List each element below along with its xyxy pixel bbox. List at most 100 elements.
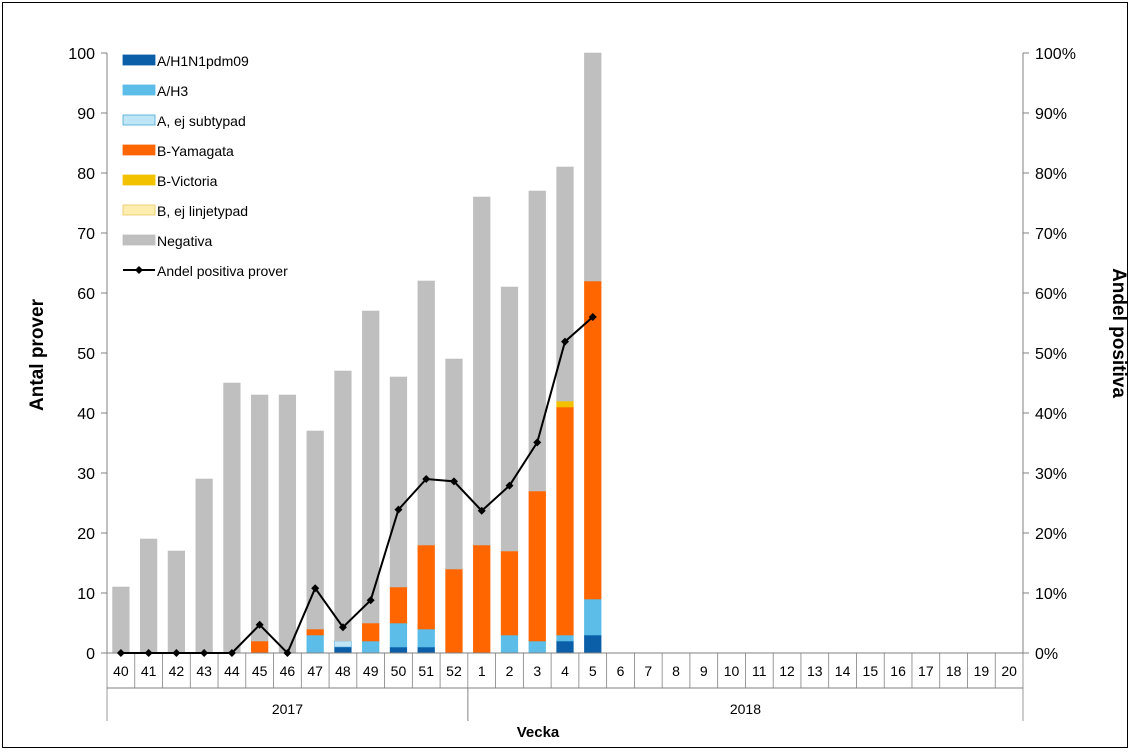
line-point <box>366 596 375 605</box>
line-point <box>561 337 569 346</box>
bar-segment <box>445 358 463 570</box>
bar-segment <box>278 394 297 654</box>
line-point <box>505 481 514 490</box>
legend-label: B, ej linjetypad <box>157 203 248 219</box>
bar-segment <box>140 538 158 654</box>
bar-segment <box>556 640 574 654</box>
bar-segment <box>473 196 491 546</box>
y-tick-label: 90 <box>77 106 95 123</box>
legend-swatch <box>122 234 156 246</box>
x-tick-label: 19 <box>974 663 990 679</box>
x-tick-label: 10 <box>724 663 740 679</box>
x-tick-label: 7 <box>644 663 652 679</box>
x-tick-label: 17 <box>918 663 934 679</box>
positive-share-line <box>116 313 597 657</box>
line-point <box>477 506 486 515</box>
bar-segment <box>556 400 574 408</box>
bar-segment <box>584 280 602 600</box>
line-path <box>120 316 594 655</box>
y-right-tick-label: 50% <box>1035 346 1067 363</box>
x-tick-label: 46 <box>280 663 296 679</box>
x-tick-label: 49 <box>363 663 379 679</box>
x-tick-label: 48 <box>335 663 351 679</box>
y-tick-label: 60 <box>77 286 95 303</box>
legend-swatch <box>122 204 156 216</box>
x-tick-label: 15 <box>863 663 879 679</box>
legend-label: B-Yamagata <box>157 143 234 159</box>
x-tick-label: 43 <box>196 663 212 679</box>
bar-segment <box>223 382 241 654</box>
x-tick-label: 52 <box>446 663 462 679</box>
bar-segment <box>112 586 130 654</box>
y-tick-label: 30 <box>77 466 95 483</box>
bar-segment <box>473 544 491 654</box>
x-tick-label: 42 <box>169 663 185 679</box>
legend-label: B-Victoria <box>157 173 218 189</box>
bar-segment <box>389 586 408 624</box>
x-tick-label: 8 <box>672 663 680 679</box>
line-point <box>533 438 542 447</box>
influenza-chart: 0 0% 10 10% 20 20% 30 30% 40 40% 50 50% 60 60% 70 70% 80… <box>27 46 1129 741</box>
year-label: 2017 <box>272 701 303 717</box>
bar-segment <box>306 628 324 636</box>
legend-swatch <box>122 84 156 96</box>
bar-segment <box>195 478 213 654</box>
line-point <box>172 649 181 657</box>
x-tick-label: 47 <box>307 663 323 679</box>
y-tick-label: 100 <box>68 46 95 63</box>
bar-segment <box>584 598 602 636</box>
bar-segment <box>251 394 269 642</box>
legend-label: Negativa <box>157 233 212 249</box>
axes-layer: 0 0% 10 10% 20 20% 30 30% 40 40% 50 50% 60 60% 70 70% 80… <box>68 46 1076 721</box>
y-tick-label: 80 <box>77 166 95 183</box>
y-right-tick-label: 10% <box>1035 586 1067 603</box>
line-point <box>227 649 236 657</box>
legend-label: Andel positiva prover <box>157 263 288 279</box>
bars-layer <box>112 52 602 654</box>
y-tick-label: 50 <box>77 346 95 363</box>
bar-segment <box>417 280 435 546</box>
legend: A/H1N1pdm09 A/H3 A, ej subtypad B-Yamagata B… <box>122 53 288 279</box>
bar-segment <box>500 550 519 636</box>
x-tick-label: 4 <box>561 663 569 679</box>
x-tick-label: 18 <box>946 663 962 679</box>
bar-segment <box>334 646 352 654</box>
line-point <box>116 649 125 657</box>
x-tick-label: 1 <box>478 663 486 679</box>
line-point <box>311 584 320 593</box>
x-tick-label: 50 <box>391 663 407 679</box>
y-right-tick-label: 100% <box>1035 46 1076 63</box>
bar-segment <box>306 634 324 654</box>
bar-segment <box>445 568 463 654</box>
year-label: 2018 <box>730 701 761 717</box>
bar-segment <box>362 310 380 624</box>
legend-label: A/H3 <box>157 83 188 99</box>
bar-segment <box>528 190 546 492</box>
y-right-tick-label: 60% <box>1035 286 1067 303</box>
bar-segment <box>251 640 269 654</box>
legend-label: A, ej subtypad <box>157 113 246 129</box>
y-tick-label: 0 <box>86 646 95 663</box>
line-point <box>200 649 209 657</box>
bar-segment <box>389 622 408 648</box>
line-point <box>144 649 153 657</box>
x-tick-label: 3 <box>533 663 541 679</box>
bar-segment <box>167 550 186 654</box>
x-tick-label: 9 <box>700 663 708 679</box>
line-point <box>394 505 403 514</box>
legend-label: A/H1N1pdm09 <box>157 53 249 69</box>
x-tick-label: 5 <box>589 663 597 679</box>
line-point <box>588 313 597 321</box>
x-tick-label: 40 <box>113 663 129 679</box>
bar-segment <box>528 490 546 642</box>
y-right-tick-label: 70% <box>1035 226 1067 243</box>
x-tick-label: 11 <box>752 663 767 679</box>
bar-segment <box>584 52 602 282</box>
y-tick-label: 20 <box>77 526 95 543</box>
bar-segment <box>556 166 574 402</box>
x-tick-label: 12 <box>779 663 795 679</box>
bar-segment <box>389 646 408 654</box>
x-tick-label: 2 <box>506 663 514 679</box>
y-right-tick-label: 0% <box>1035 646 1058 663</box>
